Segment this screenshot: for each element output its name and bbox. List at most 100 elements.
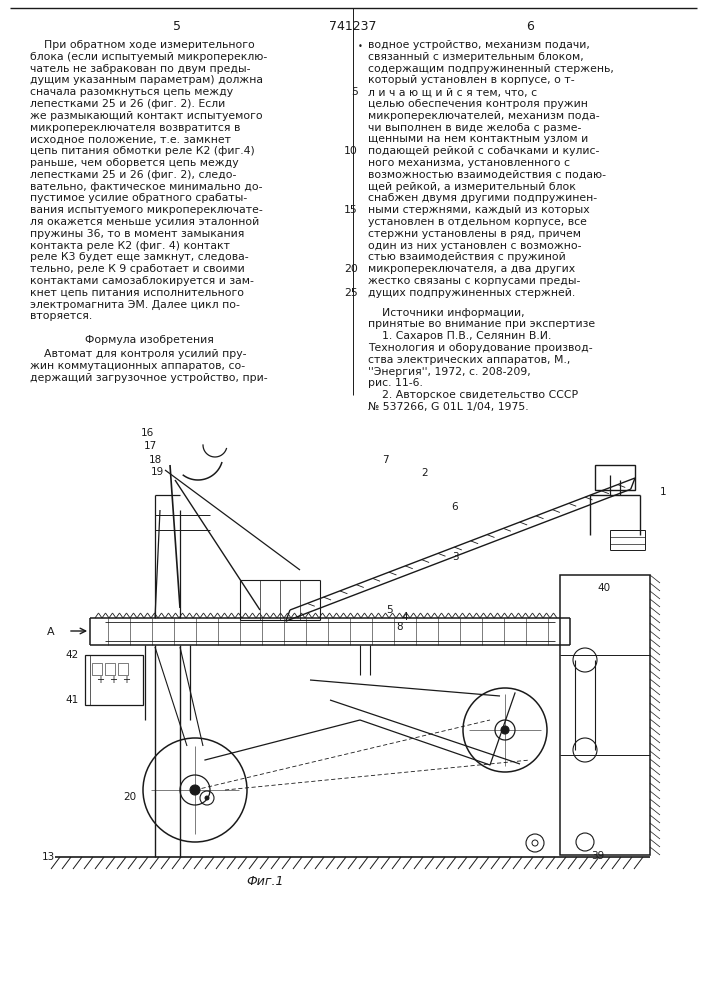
Text: держащий загрузочное устройство, при-: держащий загрузочное устройство, при- <box>30 373 268 383</box>
Text: вания испытуемого микропереключате-: вания испытуемого микропереключате- <box>30 205 263 215</box>
Text: жестко связаны с корпусами преды-: жестко связаны с корпусами преды- <box>368 276 580 286</box>
Bar <box>595 465 635 490</box>
Text: электромагнита ЭМ. Далее цикл по-: электромагнита ЭМ. Далее цикл по- <box>30 300 240 310</box>
Text: который установлен в корпусе, о т-: который установлен в корпусе, о т- <box>368 75 575 85</box>
Text: подающей рейкой с собачками и кулис-: подающей рейкой с собачками и кулис- <box>368 146 600 156</box>
Text: 13: 13 <box>42 852 54 862</box>
Text: +: + <box>122 675 130 685</box>
Text: ''Энергия'', 1972, с. 208-209,: ''Энергия'', 1972, с. 208-209, <box>368 367 531 377</box>
Text: +: + <box>109 675 117 685</box>
Text: целью обеспечения контроля пружин: целью обеспечения контроля пружин <box>368 99 588 109</box>
Text: дущим указанным параметрам) должна: дущим указанным параметрам) должна <box>30 75 263 85</box>
Text: 3: 3 <box>452 552 458 562</box>
Text: № 537266, G 01L 1/04, 1975.: № 537266, G 01L 1/04, 1975. <box>368 402 529 412</box>
Text: водное устройство, механизм подачи,: водное устройство, механизм подачи, <box>368 40 590 50</box>
Text: цепь питания обмотки реле К2 (фиг.4): цепь питания обмотки реле К2 (фиг.4) <box>30 146 255 156</box>
Text: раньше, чем оборвется цепь между: раньше, чем оборвется цепь между <box>30 158 239 168</box>
Text: 39: 39 <box>591 851 604 861</box>
Text: 42: 42 <box>65 650 78 660</box>
Text: 5: 5 <box>387 605 393 615</box>
Text: лепестками 25 и 26 (фиг. 2), следо-: лепестками 25 и 26 (фиг. 2), следо- <box>30 170 236 180</box>
Text: 17: 17 <box>144 441 157 451</box>
Bar <box>92 663 102 675</box>
Text: щей рейкой, а измерительный блок: щей рейкой, а измерительный блок <box>368 182 576 192</box>
Bar <box>85 655 143 705</box>
Text: 6: 6 <box>452 502 458 512</box>
Text: •: • <box>358 42 363 51</box>
Text: 741237: 741237 <box>329 20 377 33</box>
Text: дущих подпружиненных стержней.: дущих подпружиненных стержней. <box>368 288 575 298</box>
Text: контакта реле К2 (фиг. 4) контакт: контакта реле К2 (фиг. 4) контакт <box>30 241 230 251</box>
Text: возможностью взаимодействия с подаю-: возможностью взаимодействия с подаю- <box>368 170 606 180</box>
Text: 40: 40 <box>597 583 611 593</box>
Text: сначала разомкнуться цепь между: сначала разомкнуться цепь между <box>30 87 233 97</box>
Text: 5: 5 <box>351 87 358 97</box>
Text: лепестками 25 и 26 (фиг. 2). Если: лепестками 25 и 26 (фиг. 2). Если <box>30 99 226 109</box>
Circle shape <box>205 796 209 800</box>
Text: 41: 41 <box>65 695 78 705</box>
Text: микропереключателя, а два других: микропереключателя, а два других <box>368 264 575 274</box>
Text: Фиг.1: Фиг.1 <box>246 875 284 888</box>
Text: реле К3 будет еще замкнут, следова-: реле К3 будет еще замкнут, следова- <box>30 252 249 262</box>
Text: установлен в отдельном корпусе, все: установлен в отдельном корпусе, все <box>368 217 587 227</box>
Text: 1: 1 <box>660 487 666 497</box>
Text: один из них установлен с возможно-: один из них установлен с возможно- <box>368 241 581 251</box>
Text: 5: 5 <box>173 20 181 33</box>
Circle shape <box>190 785 200 795</box>
Text: снабжен двумя другими подпружинен-: снабжен двумя другими подпружинен- <box>368 193 597 203</box>
Text: контактами самозаблокируется и зам-: контактами самозаблокируется и зам- <box>30 276 254 286</box>
Text: же размыкающий контакт испытуемого: же размыкающий контакт испытуемого <box>30 111 262 121</box>
Text: 25: 25 <box>344 288 358 298</box>
Text: 15: 15 <box>344 205 358 215</box>
Text: жин коммутационных аппаратов, со-: жин коммутационных аппаратов, со- <box>30 361 245 371</box>
Text: исходное положение, т.е. замкнет: исходное положение, т.е. замкнет <box>30 134 231 144</box>
Text: щенными на нем контактным узлом и: щенными на нем контактным узлом и <box>368 134 588 144</box>
Text: ля окажется меньше усилия эталонной: ля окажется меньше усилия эталонной <box>30 217 259 227</box>
Text: 20: 20 <box>344 264 358 274</box>
Text: 2: 2 <box>421 468 428 478</box>
Text: чи выполнен в виде желоба с разме-: чи выполнен в виде желоба с разме- <box>368 123 581 133</box>
Text: 4: 4 <box>402 612 409 622</box>
Text: 2. Авторское свидетельство СССР: 2. Авторское свидетельство СССР <box>368 390 578 400</box>
Bar <box>560 575 650 855</box>
Text: 6: 6 <box>526 20 534 33</box>
Text: Источники информации,: Источники информации, <box>368 308 525 318</box>
Text: кнет цепь питания исполнительного: кнет цепь питания исполнительного <box>30 288 244 298</box>
Text: микропереключателя возвратится в: микропереключателя возвратится в <box>30 123 240 133</box>
Text: 10: 10 <box>344 146 358 156</box>
Text: ными стержнями, каждый из которых: ными стержнями, каждый из которых <box>368 205 590 215</box>
Text: 18: 18 <box>148 455 162 465</box>
Text: пустимое усилие обратного срабаты-: пустимое усилие обратного срабаты- <box>30 193 247 203</box>
Text: чатель не забракован по двум преды-: чатель не забракован по двум преды- <box>30 64 250 74</box>
Text: Технология и оборудование производ-: Технология и оборудование производ- <box>368 343 592 353</box>
Text: блока (если испытуемый микропереклю-: блока (если испытуемый микропереклю- <box>30 52 267 62</box>
Text: рис. 11-6.: рис. 11-6. <box>368 378 423 388</box>
Text: 16: 16 <box>141 428 153 438</box>
Text: ства электрических аппаратов, М.,: ства электрических аппаратов, М., <box>368 355 571 365</box>
Text: 19: 19 <box>151 467 163 477</box>
Text: вторяется.: вторяется. <box>30 311 92 321</box>
Text: 7: 7 <box>382 455 388 465</box>
Text: связанный с измерительным блоком,: связанный с измерительным блоком, <box>368 52 584 62</box>
Text: Формула изобретения: Формула изобретения <box>85 335 214 345</box>
Text: принятые во внимание при экспертизе: принятые во внимание при экспертизе <box>368 319 595 329</box>
Circle shape <box>501 726 509 734</box>
Text: стью взаимодействия с пружиной: стью взаимодействия с пружиной <box>368 252 566 262</box>
Text: л и ч а ю щ и й с я тем, что, с: л и ч а ю щ и й с я тем, что, с <box>368 87 537 97</box>
Text: стержни установлены в ряд, причем: стержни установлены в ряд, причем <box>368 229 581 239</box>
Text: микропереключателей, механизм пода-: микропереключателей, механизм пода- <box>368 111 600 121</box>
Text: 1. Сахаров П.В., Селянин В.И.: 1. Сахаров П.В., Селянин В.И. <box>368 331 551 341</box>
Text: 20: 20 <box>124 792 136 802</box>
Text: ного механизма, установленного с: ного механизма, установленного с <box>368 158 570 168</box>
Text: содержащим подпружиненный стержень,: содержащим подпружиненный стержень, <box>368 64 614 74</box>
Text: вательно, фактическое минимально до-: вательно, фактическое минимально до- <box>30 182 262 192</box>
Text: А: А <box>47 627 55 637</box>
Text: При обратном ходе измерительного: При обратном ходе измерительного <box>30 40 255 50</box>
Text: Автомат для контроля усилий пру-: Автомат для контроля усилий пру- <box>30 349 247 359</box>
Text: тельно, реле К 9 сработает и своими: тельно, реле К 9 сработает и своими <box>30 264 245 274</box>
Text: 8: 8 <box>397 622 403 632</box>
Bar <box>105 663 115 675</box>
Text: +: + <box>96 675 104 685</box>
Bar <box>118 663 128 675</box>
Text: пружины 36, то в момент замыкания: пружины 36, то в момент замыкания <box>30 229 245 239</box>
